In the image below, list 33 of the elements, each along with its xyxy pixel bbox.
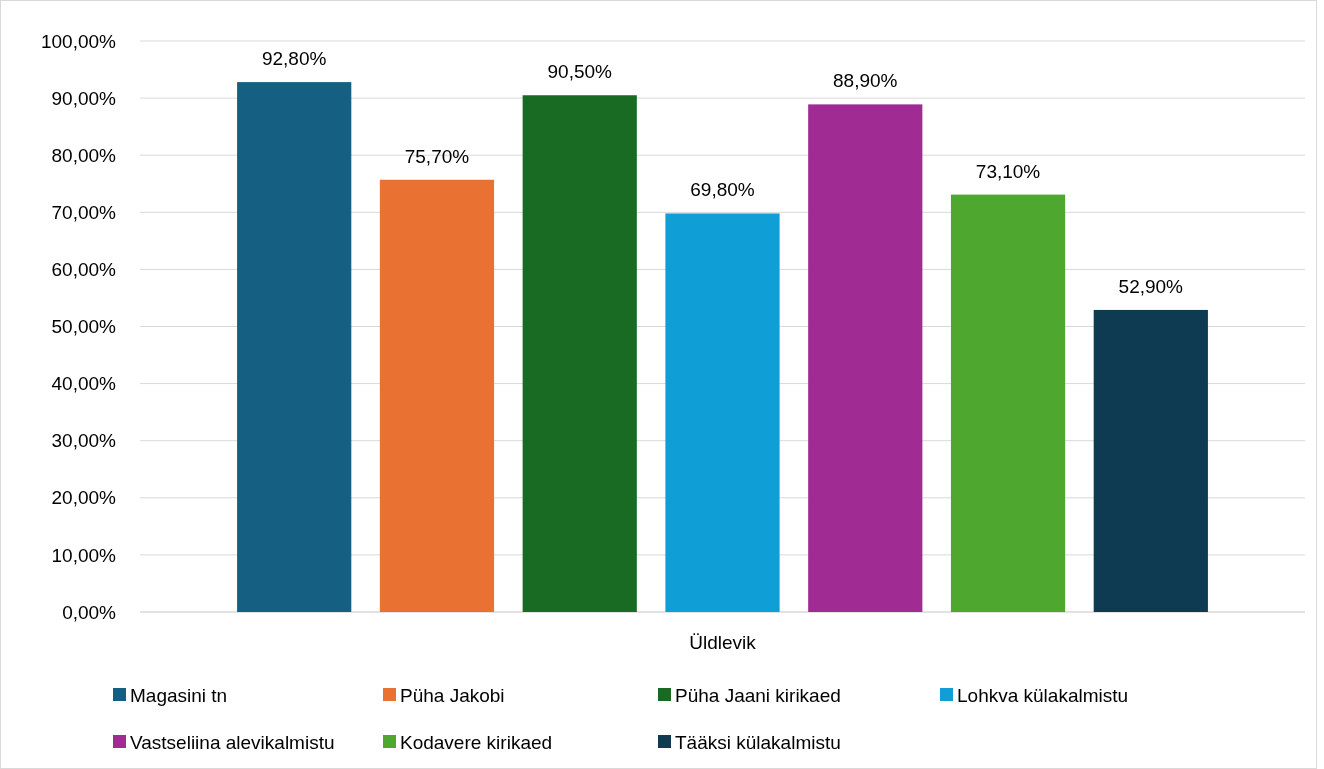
y-tick-label: 60,00% <box>51 259 117 281</box>
y-tick-label: 70,00% <box>51 201 117 223</box>
legend-label: Püha Jaani kirikaed <box>675 684 841 706</box>
data-label: 75,70% <box>404 145 470 167</box>
data-label: 92,80% <box>261 48 327 70</box>
data-label: 90,50% <box>547 61 613 83</box>
bar <box>1093 309 1208 612</box>
y-tick-label: 40,00% <box>51 373 117 395</box>
y-tick-label: 10,00% <box>51 544 117 566</box>
legend-label: Magasini tn <box>130 684 228 706</box>
bar <box>237 82 352 612</box>
legend-label: Kodavere kirikaed <box>400 731 553 753</box>
y-tick-label: 20,00% <box>51 487 117 509</box>
bar <box>950 194 1066 612</box>
legend-label: Püha Jakobi <box>400 684 505 706</box>
legend-label: Vastseliina alevikalmistu <box>130 731 335 753</box>
bar <box>379 179 495 612</box>
bar <box>808 104 923 612</box>
y-tick-label: 0,00% <box>62 601 117 623</box>
y-tick-label: 80,00% <box>51 144 117 166</box>
data-label: 52,90% <box>1118 275 1184 297</box>
x-tick-label: Üldlevik <box>689 632 757 653</box>
y-tick-label: 100,00% <box>40 30 117 52</box>
y-tick-label: 50,00% <box>51 316 117 338</box>
legend-label: Lohkva külakalmistu <box>957 684 1129 706</box>
legend-label: Tääksi külakalmistu <box>675 731 841 753</box>
bar <box>522 95 637 612</box>
data-label: 69,80% <box>690 179 755 201</box>
data-label: 88,90% <box>833 70 898 92</box>
data-label: 73,10% <box>975 160 1041 182</box>
y-tick-label: 30,00% <box>51 430 117 452</box>
bar <box>665 213 780 612</box>
y-tick-label: 90,00% <box>51 87 117 109</box>
